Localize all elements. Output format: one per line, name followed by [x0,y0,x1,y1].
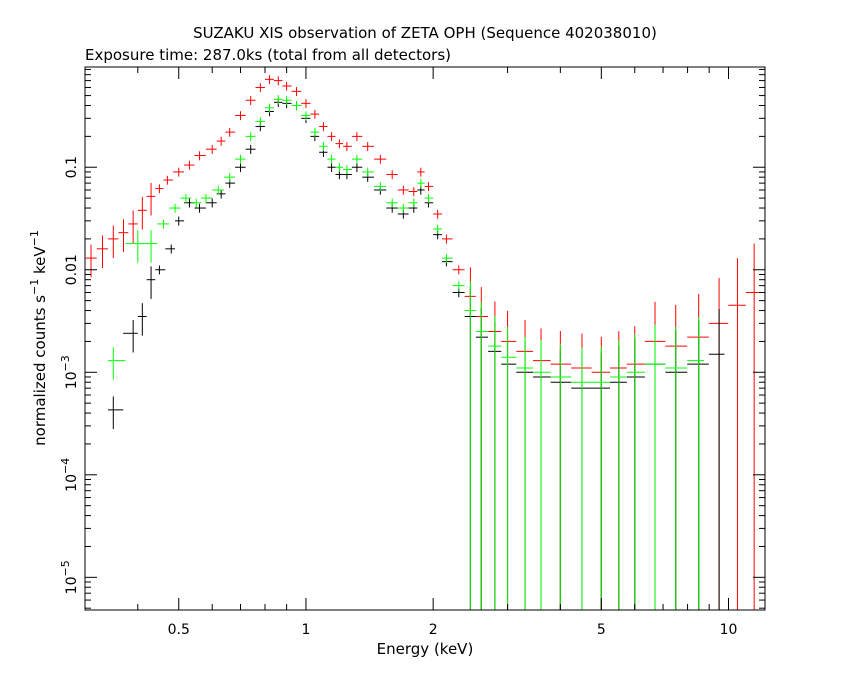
series-1 [107,98,725,610]
y-axis-label: normalized counts s−1 keV−1 [28,230,49,446]
y-tick-label: 0.01 [64,254,80,285]
y-tick-label: 10−3 [59,355,80,389]
data-series-layer [85,75,760,610]
x-tick-label: 2 [429,622,438,638]
y-axis-label-sup1: −1 [28,279,41,295]
x-axis-label: Energy (keV) [377,640,474,658]
y-tick-label: 10−5 [59,560,80,594]
y-tick-label: 0.1 [64,156,80,178]
x-tick-label: 5 [597,622,606,638]
y-axis-label-mid: keV [31,246,49,279]
x-tick-label: 10 [720,622,738,638]
series-2 [107,95,705,610]
y-axis-label-sup2: −1 [28,230,41,246]
chart-subtitle: Exposure time: 287.0ks (total from all d… [85,46,451,64]
chart-title: SUZAKU XIS observation of ZETA OPH (Sequ… [193,24,657,42]
plot-frame [84,66,766,611]
x-tick-label: 1 [301,622,310,638]
x-tick-label: 0.5 [168,622,190,638]
y-tick-label: 10−4 [59,458,80,492]
y-axis-label-base: normalized counts s [31,295,49,446]
axes-layer: 0.5 1 2 5 10 0.1 0.01 10−3 10−4 10−5 [59,67,765,638]
series-0 [85,75,760,610]
